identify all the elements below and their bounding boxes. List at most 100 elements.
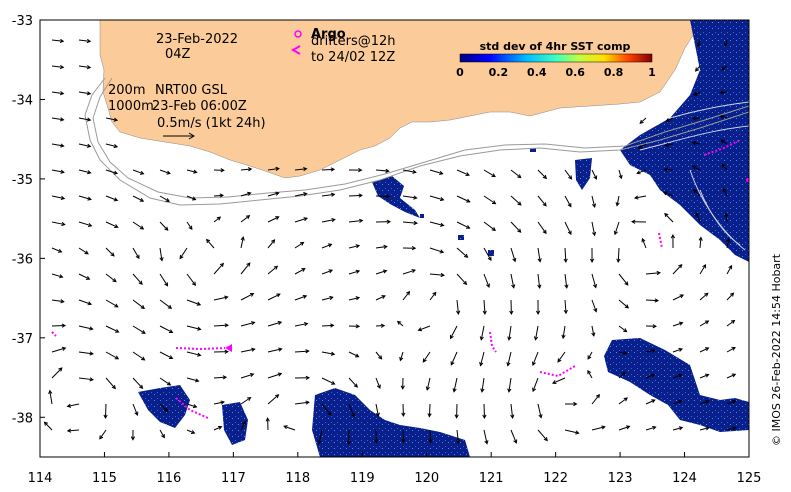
current-arrow — [78, 117, 92, 122]
current-arrow — [105, 377, 116, 390]
current-arrow — [618, 169, 623, 180]
current-arrow — [417, 325, 431, 332]
current-arrow — [265, 417, 270, 431]
current-arrow — [722, 187, 728, 197]
current-arrow — [454, 403, 459, 419]
current-arrow — [51, 195, 66, 200]
current-arrow — [479, 351, 485, 367]
current-arrow — [51, 367, 63, 379]
current-arrow — [699, 292, 709, 301]
current-arrow — [480, 377, 485, 393]
current-arrow — [726, 319, 736, 327]
current-arrow — [537, 221, 547, 235]
current-arrow — [483, 169, 496, 178]
current-arrow — [507, 325, 512, 341]
current-arrow — [510, 221, 522, 233]
current-arrow — [719, 114, 728, 119]
current-arrow — [726, 237, 731, 249]
current-arrow — [132, 403, 139, 416]
current-arrow — [531, 351, 539, 367]
current-arrow — [510, 195, 522, 206]
current-arrow — [213, 295, 229, 301]
current-arrow — [294, 400, 310, 405]
current-arrow — [672, 399, 683, 405]
date-label: 23-Feb-2022 — [156, 32, 238, 47]
current-arrow — [51, 221, 66, 227]
current-arrow — [51, 91, 65, 96]
current-arrow — [132, 377, 144, 390]
current-arrow — [561, 325, 566, 340]
current-arrow — [449, 325, 458, 340]
current-arrow — [483, 195, 497, 205]
y-tick-label: -36 — [12, 252, 33, 267]
y-tick-label: -38 — [12, 411, 33, 426]
current-arrow — [564, 273, 569, 289]
current-arrow — [429, 221, 445, 227]
current-arrow — [452, 377, 458, 393]
current-arrow — [205, 238, 215, 249]
colorbar-tick-label: 0.8 — [604, 66, 624, 79]
current-arrow — [402, 195, 418, 200]
current-arrow — [375, 194, 391, 199]
current-arrow — [321, 192, 336, 197]
y-tick-label: -35 — [12, 173, 33, 188]
current-arrow — [537, 169, 548, 180]
colorbar-gradient — [459, 53, 653, 63]
current-arrow — [213, 425, 223, 431]
current-arrow — [699, 426, 710, 431]
current-arrow — [615, 195, 620, 207]
current-arrow — [66, 403, 80, 408]
current-arrow — [186, 299, 202, 306]
x-tick-label: 121 — [479, 471, 504, 486]
current-arrow — [483, 429, 489, 445]
current-arrow — [43, 421, 53, 431]
current-arrow — [587, 369, 593, 379]
current-arrow — [99, 429, 107, 440]
current-arrow — [693, 188, 701, 197]
current-arrow — [402, 290, 411, 301]
current-arrow — [267, 166, 280, 171]
current-arrow — [591, 325, 596, 337]
current-arrow — [506, 351, 512, 367]
current-arrow — [348, 244, 361, 249]
current-arrow — [213, 375, 228, 380]
current-arrow — [645, 425, 657, 431]
annotation-block: 23-Feb-2022 04Z 200m NRT00 GSL 1000m 23-… — [108, 32, 266, 140]
current-arrow — [591, 299, 598, 313]
current-arrow — [591, 273, 598, 289]
current-arrow — [78, 65, 92, 70]
current-arrow — [509, 299, 514, 316]
current-arrow — [375, 269, 388, 275]
current-arrow — [159, 273, 169, 287]
current-arrow — [636, 169, 647, 175]
current-arrow — [672, 321, 684, 327]
current-arrow — [533, 325, 539, 341]
current-arrow — [631, 219, 647, 224]
current-arrow — [186, 351, 202, 357]
current-arrow — [482, 299, 487, 316]
current-arrow — [186, 273, 197, 287]
current-arrow — [726, 264, 733, 275]
current-arrow — [375, 351, 383, 360]
current-arrow — [78, 325, 94, 331]
current-arrow — [429, 291, 437, 301]
current-arrow — [132, 299, 146, 310]
current-arrow — [551, 377, 566, 385]
y-tick-label: -33 — [12, 14, 33, 29]
current-arrow — [105, 169, 119, 175]
current-arrow — [726, 347, 736, 353]
current-arrow — [267, 265, 279, 275]
drifters-label: drifters@12h — [311, 34, 396, 49]
current-arrow — [396, 320, 404, 327]
current-arrow — [159, 247, 164, 262]
current-arrow — [429, 195, 445, 202]
current-arrow — [240, 167, 253, 172]
current-arrow — [51, 117, 65, 122]
current-arrow — [159, 195, 170, 202]
current-arrow — [696, 39, 701, 48]
current-arrow — [213, 323, 230, 328]
current-arrow — [510, 273, 516, 289]
current-arrow — [321, 167, 336, 172]
current-arrow — [456, 221, 471, 229]
current-arrow — [664, 142, 674, 147]
